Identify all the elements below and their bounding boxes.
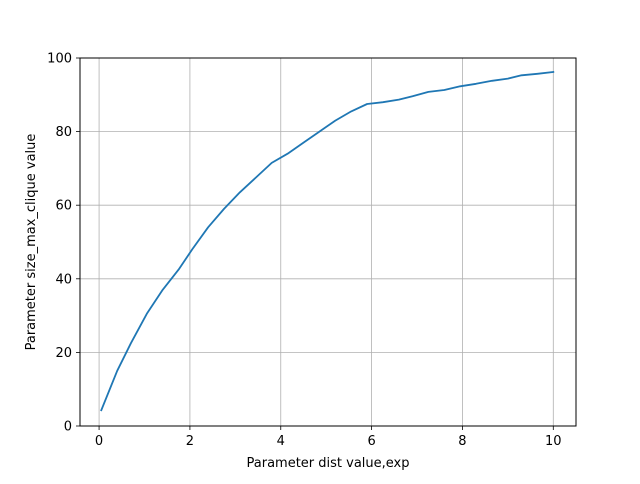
- x-tick-label: 8: [458, 434, 466, 449]
- x-tick-label: 10: [545, 434, 562, 449]
- x-tick-label: 4: [277, 434, 285, 449]
- y-tick-label: 40: [55, 272, 72, 287]
- y-axis-ticks: 0 20 40 60 80 100: [47, 52, 80, 435]
- y-tick-label: 60: [55, 199, 72, 214]
- series-layer: [100, 71, 555, 412]
- series-line: [100, 71, 555, 412]
- y-tick-label: 80: [55, 125, 72, 140]
- y-tick-label: 0: [64, 420, 72, 435]
- x-axis-label: Parameter dist value,exp: [247, 456, 410, 471]
- x-tick-label: 0: [95, 434, 103, 449]
- x-tick-label: 2: [186, 434, 194, 449]
- x-axis-ticks: 0 2 4 6 8 10: [95, 426, 562, 449]
- y-axis-label: Parameter size_max_clique value: [24, 134, 39, 351]
- plot-area-frame: [79, 57, 577, 427]
- x-tick-label: 6: [367, 434, 375, 449]
- y-tick-label: 20: [55, 346, 72, 361]
- y-tick-label: 100: [47, 52, 72, 67]
